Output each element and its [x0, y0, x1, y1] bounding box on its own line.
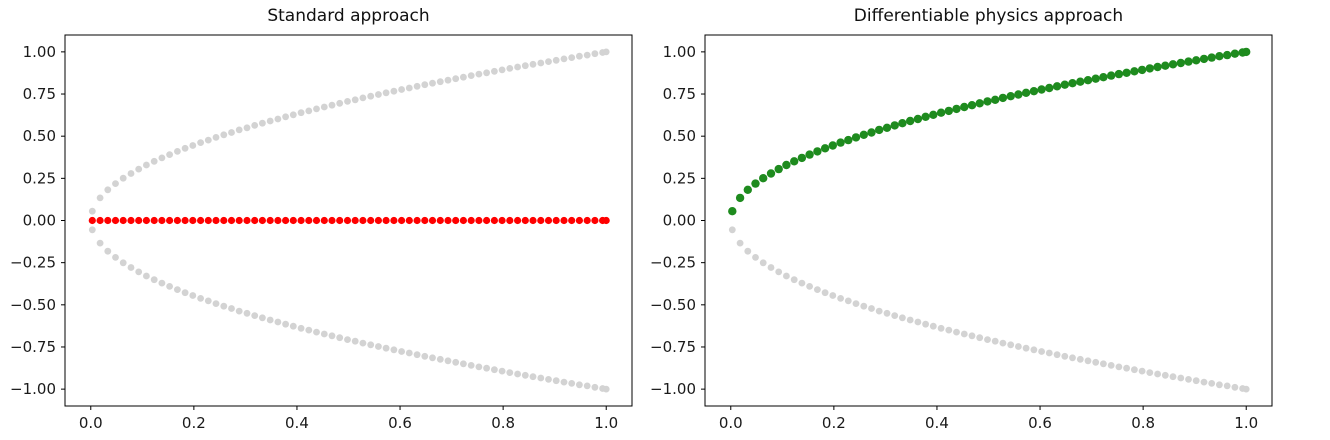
y-tick-label: −0.50 [650, 296, 696, 314]
series-reference-lower-branch [88, 226, 610, 393]
y-tick-label: −0.75 [650, 338, 696, 356]
y-tick-label: −0.50 [10, 296, 56, 314]
x-axis-ticks: 0.0 0.2 0.4 0.6 0.8 1.0 [719, 406, 1258, 432]
y-tick-label: −1.00 [650, 380, 696, 398]
x-tick-label: 0.2 [182, 414, 206, 432]
y-tick-label: 1.00 [663, 43, 696, 61]
y-tick-label: 0.25 [663, 169, 696, 187]
x-tick-label: 0.8 [491, 414, 515, 432]
y-tick-label: 1.00 [23, 43, 56, 61]
plot-area-differentiable-physics-approach: 0.0 0.2 0.4 0.6 0.8 1.0 1.00 0.75 0.50 0.25 0.00 −0… [650, 34, 1273, 432]
x-tick-label: 0.8 [1131, 414, 1155, 432]
y-tick-label: 0.50 [663, 127, 696, 145]
axes-frame [704, 34, 1273, 407]
y-tick-label: 0.00 [663, 212, 696, 230]
y-tick-label: −0.25 [10, 254, 56, 272]
x-tick-label: 0.6 [1028, 414, 1052, 432]
x-tick-label: 1.0 [1234, 414, 1258, 432]
y-axis-ticks: 1.00 0.75 0.50 0.25 0.00 −0.25 −0.50 −0.75 −1.00 [650, 43, 705, 398]
y-tick-label: 0.75 [23, 85, 56, 103]
series-network-prediction-collapsed-mean [88, 216, 610, 225]
x-tick-label: 1.0 [594, 414, 618, 432]
y-tick-label: 0.75 [663, 85, 696, 103]
y-tick-label: −0.75 [10, 338, 56, 356]
y-tick-label: −1.00 [10, 380, 56, 398]
x-axis-ticks: 0.0 0.2 0.4 0.6 0.8 1.0 [79, 406, 618, 432]
series-network-prediction-upper-branch [728, 47, 1251, 216]
y-tick-label: 0.25 [23, 169, 56, 187]
x-tick-label: 0.2 [822, 414, 846, 432]
x-tick-label: 0.0 [719, 414, 743, 432]
chart-title-standard-approach: Standard approach [267, 6, 430, 26]
series-reference-upper-branch [88, 48, 610, 215]
chart-differentiable-physics-approach: Differentiable physics approach 0.0 0.2 0.… [640, 0, 1330, 440]
y-axis-ticks: 1.00 0.75 0.50 0.25 0.00 −0.25 −0.50 −0.75 −1.00 [10, 43, 65, 398]
x-tick-label: 0.4 [925, 414, 949, 432]
y-tick-label: 0.00 [23, 212, 56, 230]
x-tick-label: 0.0 [79, 414, 103, 432]
y-tick-label: −0.25 [650, 254, 696, 272]
chart-title-differentiable-physics-approach: Differentiable physics approach [853, 6, 1124, 26]
y-tick-label: 0.50 [23, 127, 56, 145]
x-tick-label: 0.4 [285, 414, 309, 432]
series-reference-lower-branch [728, 226, 1250, 393]
x-tick-label: 0.6 [388, 414, 412, 432]
plot-area-standard-approach: 0.0 0.2 0.4 0.6 0.8 1.0 1.00 0.75 0.50 0.25 0.00 −0… [10, 34, 633, 432]
chart-standard-approach: Standard approach 0.0 0.2 0.4 0.6 0.8 1.0 1.00… [0, 0, 640, 440]
